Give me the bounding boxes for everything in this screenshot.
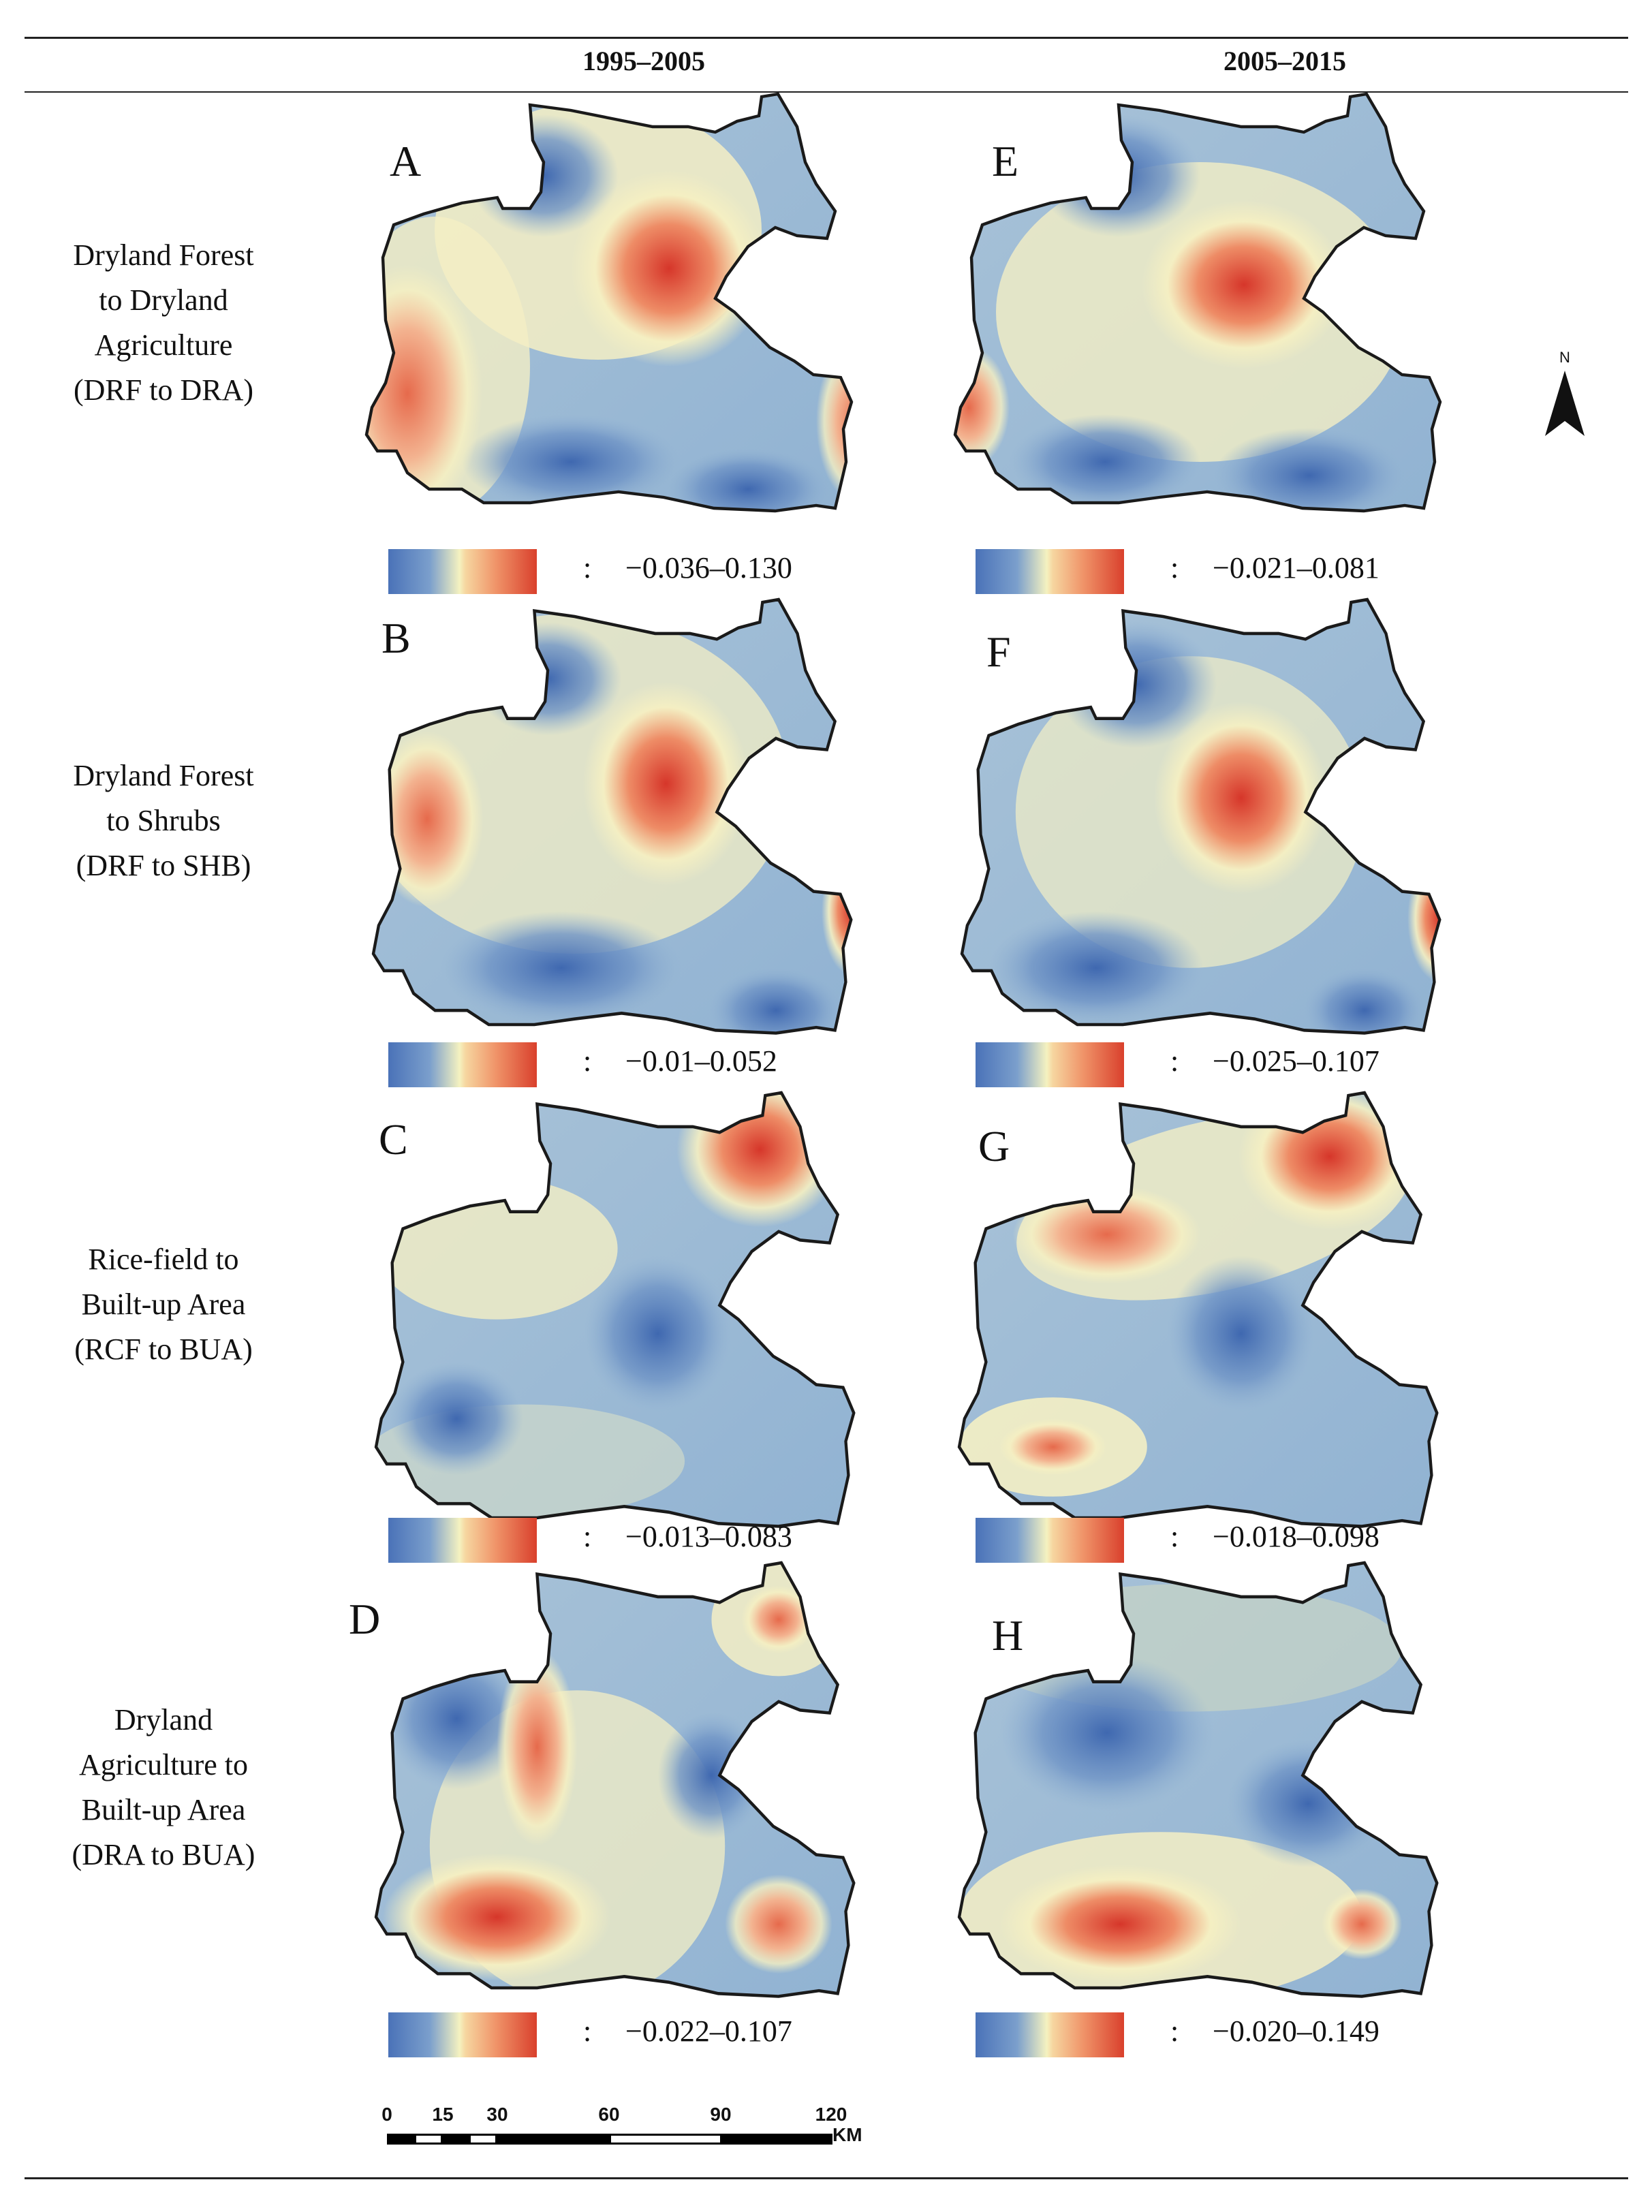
map-panel-a	[332, 80, 898, 530]
row-label-line: Built-up Area	[81, 1793, 246, 1826]
legend-colorbar-h	[976, 2012, 1124, 2057]
legend-range-g: −0.018–0.098	[1213, 1520, 1380, 1553]
panel-letter-f: F	[986, 627, 1011, 676]
row-label-line: Dryland	[114, 1703, 213, 1736]
legend-colorbar-c	[388, 1518, 537, 1563]
scale-segment	[609, 2134, 722, 2145]
legend-range-h: −0.020–0.149	[1213, 2014, 1380, 2048]
scale-tick-60: 60	[598, 2104, 620, 2125]
legend-separator-f: :	[1170, 1044, 1179, 1078]
row-label-line: (DRF to SHB)	[76, 849, 251, 882]
panel-letter-c: C	[379, 1115, 408, 1164]
scale-segment	[414, 2134, 443, 2145]
legend-range-d: −0.022–0.107	[625, 2014, 792, 2048]
panel-letter-a: A	[390, 137, 422, 185]
legend-range-e: −0.021–0.081	[1213, 551, 1380, 585]
row-label-line: to Shrubs	[106, 804, 221, 837]
map-row-2: B F	[0, 0, 1349, 518]
legend-colorbar-e	[976, 549, 1124, 594]
panel-letter-h: H	[992, 1611, 1024, 1660]
row-label-line: (DRF to DRA)	[73, 373, 254, 407]
legend-separator-b: :	[583, 1044, 592, 1078]
map-panel-c	[362, 1072, 873, 1546]
north-arrow: N	[1541, 349, 1589, 437]
panel-letter-d: D	[349, 1595, 381, 1643]
scale-segment	[441, 2134, 470, 2145]
legend-range-a: −0.036–0.130	[625, 551, 792, 585]
panel-letter-g: G	[978, 1122, 1010, 1170]
row-label-line: (RCF to BUA)	[74, 1333, 253, 1366]
row-label-line: Dryland Forest	[73, 759, 254, 792]
legend-range-f: −0.025–0.107	[1213, 1044, 1380, 1078]
map-panel-g	[946, 1078, 1456, 1546]
legend-colorbar-b	[388, 1042, 537, 1087]
map-panel-d	[362, 1548, 873, 2016]
scale-tick-90: 90	[710, 2104, 732, 2125]
map-row-1: A E	[0, 0, 1349, 518]
column-heading-1995-2005: 1995–2005	[582, 46, 705, 76]
map-panels-b-f	[0, 0, 1349, 518]
legend-separator-h: :	[1170, 2014, 1179, 2048]
scale-tick-0: 0	[381, 2104, 392, 2125]
map-panel-b	[360, 585, 880, 1053]
north-arrow-icon	[1545, 371, 1585, 436]
scale-segment	[721, 2134, 832, 2145]
legend-colorbar-g	[976, 1518, 1124, 1563]
row-label-line: Dryland Forest	[73, 238, 254, 272]
map-panel-f	[948, 585, 1471, 1053]
legend-separator-e: :	[1170, 551, 1179, 585]
legend-range-b: −0.01–0.052	[625, 1044, 777, 1078]
legend-colorbar-a	[388, 549, 537, 594]
top-rule	[25, 37, 1628, 39]
row-label-drf-to-shb: Dryland Forest to Shrubs (DRF to SHB)	[27, 753, 300, 888]
row-label-drf-to-dra: Dryland Forest to Dryland Agriculture (D…	[27, 233, 300, 413]
scale-segment	[387, 2134, 416, 2145]
panel-letter-e: E	[992, 137, 1019, 185]
row-label-line: Rice-field to	[88, 1243, 239, 1276]
legend-separator-a: :	[583, 551, 592, 585]
row-label-line: (DRA to BUA)	[72, 1838, 255, 1871]
row-label-line: Built-up Area	[81, 1288, 246, 1321]
legend-separator-d: :	[583, 2014, 592, 2048]
row-label-line: Agriculture	[94, 328, 233, 362]
legend-range-c: −0.013–0.083	[625, 1520, 792, 1553]
row-label-line: to Dryland	[99, 283, 228, 317]
header-rule	[25, 91, 1628, 93]
legend-separator-c: :	[583, 1520, 592, 1553]
map-panels-d-h	[0, 0, 1349, 518]
panel-letter-b: B	[381, 614, 411, 662]
scale-segment	[469, 2134, 497, 2145]
map-row-4: D H	[0, 0, 1349, 518]
legend-colorbar-d	[388, 2012, 537, 2057]
map-panels-a-e	[0, 0, 1349, 518]
row-label-rcf-to-bua: Rice-field to Built-up Area (RCF to BUA)	[27, 1237, 300, 1372]
scale-unit: KM	[832, 2124, 862, 2145]
scale-segment	[496, 2134, 610, 2145]
north-arrow-label: N	[1559, 349, 1570, 366]
legend-separator-g: :	[1170, 1520, 1179, 1553]
scale-tick-30: 30	[486, 2104, 508, 2125]
column-heading-2005-2015: 2005–2015	[1224, 46, 1346, 76]
scale-tick-120: 120	[815, 2104, 847, 2125]
scale-tick-15: 15	[432, 2104, 454, 2125]
scale-bar: 0 15 30 60 90 120 KM	[381, 2104, 886, 2151]
legend-colorbar-f	[976, 1042, 1124, 1087]
row-label-line: Agriculture to	[78, 1748, 249, 1781]
row-label-dra-to-bua: Dryland Agriculture to Built-up Area (DR…	[27, 1698, 300, 1878]
bottom-rule	[25, 2177, 1628, 2179]
